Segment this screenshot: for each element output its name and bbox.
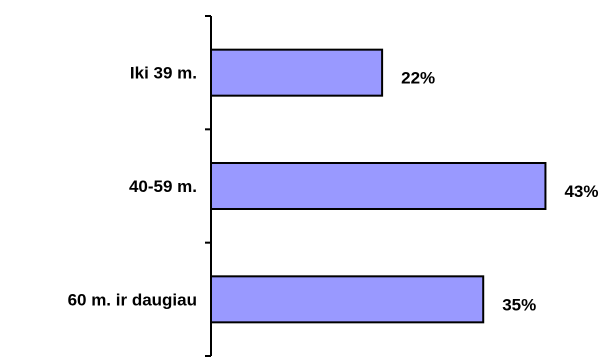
labels-group: Iki 39 m. 22% 40-59 m. 43% 60 m. ir daugiau 3…: [68, 64, 599, 315]
category-label-2: 60 m. ir daugiau: [68, 290, 197, 309]
value-label-0: 22%: [401, 69, 435, 88]
value-label-1: 43%: [564, 182, 598, 201]
y-axis: [205, 15, 212, 357]
bars-group: [210, 48, 547, 324]
bar-0: [210, 48, 384, 97]
bar-2: [210, 275, 485, 324]
category-label-0: Iki 39 m.: [130, 64, 197, 83]
value-label-2: 35%: [502, 295, 536, 314]
bar-1: [210, 162, 547, 210]
category-label-1: 40-59 m.: [129, 177, 197, 196]
